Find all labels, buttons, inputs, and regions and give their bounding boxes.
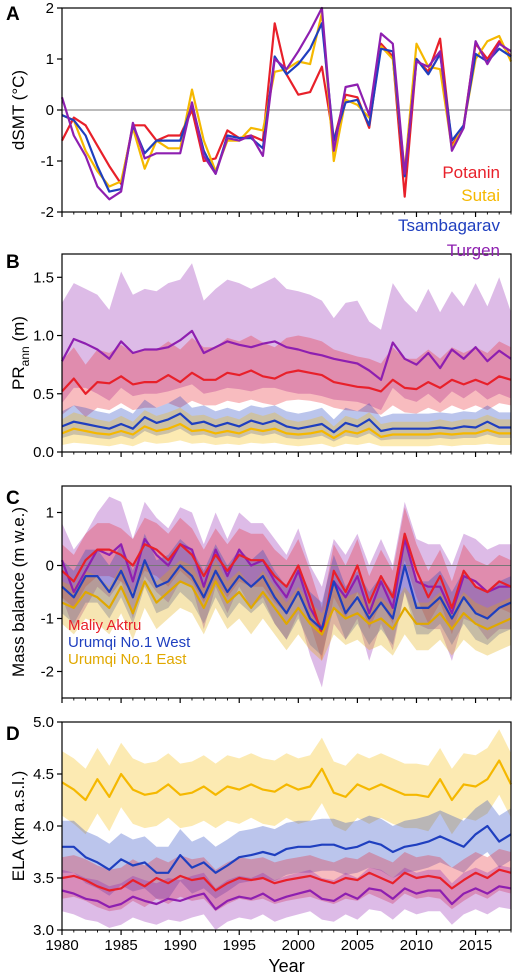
- y-tick-label: 1.5: [33, 269, 54, 286]
- series-line-turgen: [61, 885, 512, 911]
- legend-entry: Turgen: [447, 241, 500, 260]
- series-line-tsambagarav: [62, 824, 512, 874]
- panel-letter: D: [6, 724, 20, 745]
- uncertainty-band-potanin: [62, 335, 511, 418]
- legend-entry: Sutai: [461, 186, 500, 205]
- uncertainty-band-tsambagarav: [62, 396, 511, 442]
- y-tick-label: 1: [46, 505, 54, 522]
- y-tick-label: -2: [41, 664, 54, 681]
- series-line-turgen: [60, 537, 511, 631]
- panel-letter: A: [6, 4, 20, 25]
- series-line-turgen: [61, 329, 512, 381]
- uncertainty-band-turgen: [62, 263, 511, 411]
- series-line-sutai: [61, 12, 512, 188]
- series-line-sutai: [61, 759, 512, 802]
- y-axis-label: ELA (km a.s.l.): [9, 771, 28, 882]
- legend-entry: Potanin: [442, 163, 500, 182]
- y-tick-label: 2: [46, 0, 54, 17]
- series-line-maliy: [61, 532, 512, 636]
- y-tick-label: 0.5: [33, 386, 54, 403]
- x-tick-label: 2010: [400, 937, 433, 954]
- x-axis-label: Year: [268, 956, 304, 976]
- y-tick-label: 0: [46, 558, 54, 575]
- x-tick-label: 2000: [282, 937, 315, 954]
- y-tick-label: 4.5: [33, 766, 54, 783]
- legend-entry: Urumqi No.1 East: [68, 651, 187, 668]
- y-tick-label: 1: [46, 51, 54, 68]
- legend-entry: Urumqi No.1 West: [68, 634, 191, 651]
- panel-letter: C: [6, 488, 20, 509]
- y-tick-label: 5.0: [33, 714, 54, 731]
- x-tick-label: 2015: [459, 937, 492, 954]
- uncertainty-band-maliy: [62, 507, 511, 661]
- y-tick-label: 4.0: [33, 818, 54, 835]
- panel-d: 3.0 3.5 4.0 4.5 5.0 1980 1985 1990 1995 2000 2005 2…: [6, 714, 512, 976]
- y-tick-label: -1: [41, 153, 54, 170]
- y-axis-label: Mass balance (m w.e.): [9, 507, 28, 677]
- y-tick-label: -2: [41, 204, 54, 221]
- series-line-urumqi_east: [61, 580, 512, 636]
- y-tick-label: 0.0: [33, 444, 54, 461]
- y-axis-label: PRann (m): [9, 316, 32, 390]
- x-tick-label: 1990: [163, 937, 196, 954]
- y-axis-label: dSMT (°C): [9, 70, 28, 150]
- uncertainty-band-turgen: [62, 496, 511, 688]
- series-line-potanin: [61, 369, 512, 395]
- series-line-urumqi_west: [61, 559, 512, 631]
- panel-letter: B: [6, 252, 20, 273]
- series-line-tsambagarav: [61, 412, 511, 434]
- legend-entry: Tsambagarav: [398, 216, 501, 235]
- x-tick-label: 2005: [341, 937, 374, 954]
- legend-entry: Maliy Aktru: [68, 617, 141, 634]
- series-line-sutai: [61, 422, 511, 440]
- y-tick-label: 1.0: [33, 328, 54, 345]
- x-tick-label: 1985: [104, 937, 137, 954]
- x-tick-label: 1995: [223, 937, 256, 954]
- panel-b: 0.0 0.5 1.0 1.5 B PRann (m): [6, 252, 512, 461]
- x-tick-label: 1980: [45, 937, 78, 954]
- y-tick-label: -1: [41, 611, 54, 628]
- y-tick-label: 3.5: [33, 870, 54, 887]
- y-tick-label: 0: [46, 102, 54, 119]
- series-line-potanin: [61, 868, 512, 892]
- uncertainty-band-sutai: [62, 729, 511, 835]
- y-tick-label: 3.0: [33, 922, 54, 939]
- series-line-turgen: [60, 6, 512, 201]
